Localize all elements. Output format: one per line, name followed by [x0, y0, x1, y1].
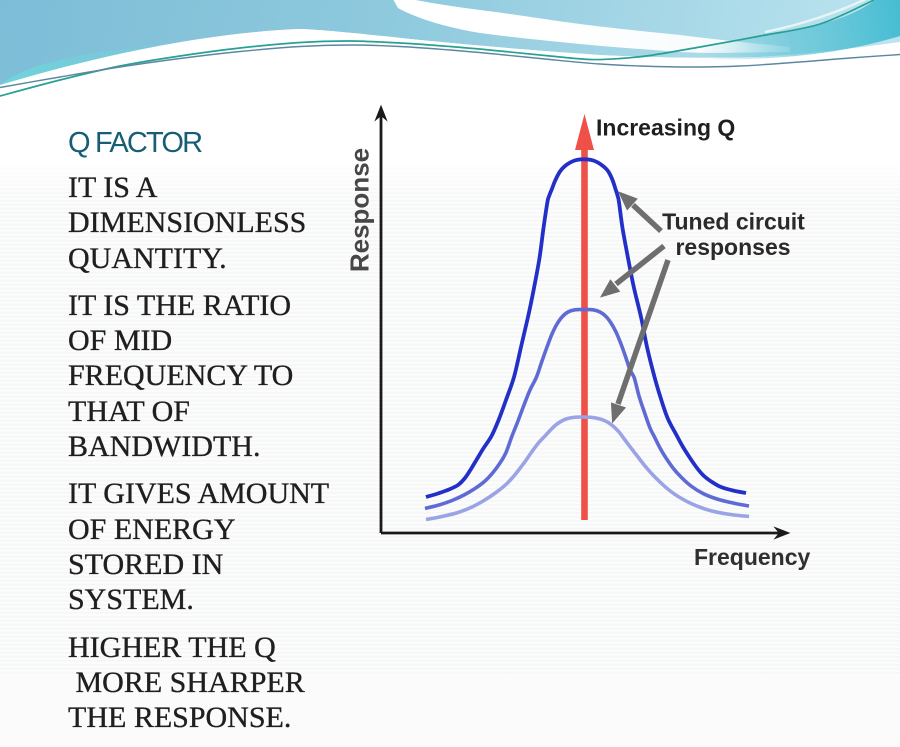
svg-text:Response: Response: [345, 148, 375, 272]
svg-text:Increasing Q: Increasing Q: [596, 115, 735, 141]
svg-text:responses: responses: [675, 234, 790, 260]
svg-text:Tuned circuit: Tuned circuit: [662, 209, 805, 235]
svg-text:Frequency: Frequency: [694, 544, 811, 570]
